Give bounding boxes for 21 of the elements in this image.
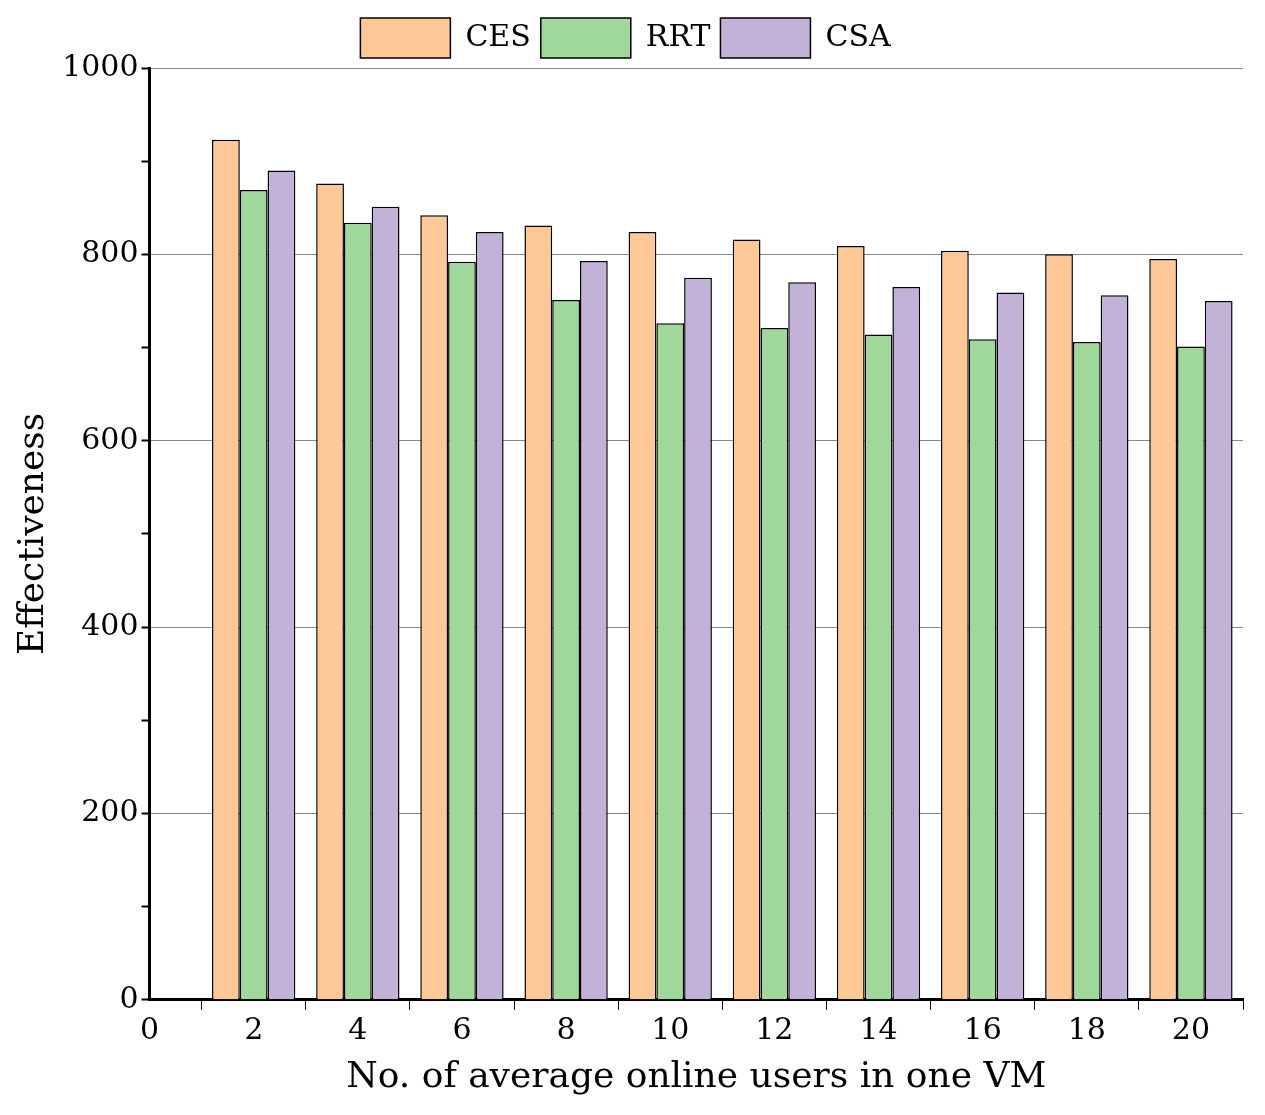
y-tick-label: 600 bbox=[81, 420, 139, 456]
y-tick-label: 800 bbox=[81, 234, 139, 270]
legend-label: CSA bbox=[825, 17, 891, 53]
x-tick-label: 8 bbox=[556, 1010, 576, 1046]
y-axis-title: Effectiveness bbox=[9, 412, 51, 656]
x-tick-label: 2 bbox=[244, 1010, 264, 1046]
legend-label: RRT bbox=[645, 17, 711, 53]
x-axis-title: No. of average online users in one VM bbox=[346, 1053, 1047, 1095]
x-tick-label: 4 bbox=[348, 1010, 368, 1046]
y-tick-label: 400 bbox=[81, 606, 139, 642]
x-tick-label: 16 bbox=[963, 1010, 1002, 1046]
x-tick-label: 14 bbox=[859, 1010, 898, 1046]
x-tick-label: 6 bbox=[452, 1010, 472, 1046]
y-tick-label: 0 bbox=[119, 979, 139, 1015]
legend-label: CES bbox=[465, 17, 531, 53]
x-tick-label: 10 bbox=[651, 1010, 690, 1046]
x-tick-label: 18 bbox=[1067, 1010, 1106, 1046]
y-tick-label: 1000 bbox=[62, 47, 139, 83]
y-tick-label: 200 bbox=[81, 793, 139, 829]
x-tick-label: 20 bbox=[1171, 1010, 1211, 1046]
x-tick-label: 12 bbox=[755, 1010, 794, 1046]
